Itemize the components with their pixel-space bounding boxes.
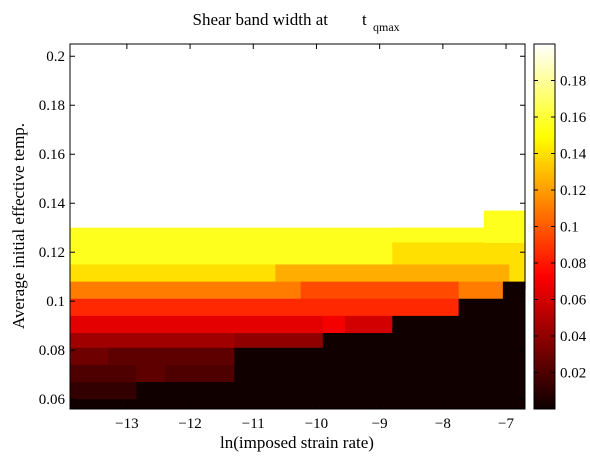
heatmap-cell	[344, 315, 393, 334]
chart-title-symbol: t	[362, 10, 367, 29]
colorbar-tick-label: 0.14	[560, 147, 587, 163]
colorbar-tick-label: 0.02	[560, 366, 586, 382]
plot-area: −13 −12 −11 −10 −9 −8 −7 0.060.080.10.120.140.…	[39, 43, 526, 432]
colorbar-tick-label: 0.12	[560, 183, 586, 199]
heatmap-cell	[70, 382, 137, 400]
heatmap-cell	[300, 281, 460, 300]
colorbar: 0.02 0.04 0.06 0.08 0.1 0.12 0.14 0.16 0.18	[533, 43, 587, 410]
chart-title: Shear band width at	[193, 10, 329, 29]
y-tick-label: 0.1	[46, 294, 65, 310]
x-axis-label: ln(imposed strain rate)	[220, 433, 374, 452]
heatmap-cell	[70, 249, 393, 266]
heatmap-cell	[392, 242, 526, 266]
heatmap-cell	[70, 264, 276, 283]
heatmap-cell	[70, 333, 235, 349]
colorbar-tick-label: 0.16	[560, 110, 587, 126]
x-tick-label: −7	[498, 416, 514, 432]
x-tick-label: −8	[435, 416, 451, 432]
colorbar-ticks: 0.02 0.04 0.06 0.08 0.1 0.12 0.14 0.16 0.18	[534, 74, 587, 382]
colorbar-tick-label: 0.08	[560, 256, 586, 272]
y-tick-label: 0.08	[39, 343, 65, 359]
heatmap-cell	[234, 333, 324, 349]
heatmap-cell	[70, 227, 485, 251]
heatmap-cell	[164, 364, 235, 383]
heatmap-cell	[70, 315, 324, 334]
heatmap-cell	[70, 364, 137, 383]
heatmap-cell	[70, 298, 460, 317]
y-tick-label: 0.2	[46, 49, 65, 65]
heatmap-cell	[502, 281, 526, 290]
x-tick-label: −9	[372, 416, 388, 432]
y-tick-label: 0.18	[39, 98, 65, 114]
colorbar-tick-label: 0.06	[560, 293, 587, 309]
heatmap-cell	[458, 281, 504, 300]
heatmap-cell	[70, 281, 302, 300]
plot-frame	[69, 43, 526, 410]
y-tick-label: 0.14	[39, 196, 66, 212]
x-tick-label: −11	[242, 416, 265, 432]
y-tick-label: 0.16	[39, 147, 66, 163]
heatmap-low-region	[70, 288, 525, 409]
heatmap-cell	[70, 347, 109, 366]
x-tick-label: −13	[115, 416, 138, 432]
heatmap-cell	[483, 210, 526, 229]
heatmap-cell	[275, 264, 510, 283]
y-tick-label: 0.06	[39, 392, 66, 408]
y-axis-label: Average initial effective temp.	[9, 123, 28, 329]
colorbar-tick-label: 0.1	[560, 220, 579, 236]
chart-title-subscript: qmax	[373, 20, 400, 34]
heatmap-cells	[70, 210, 526, 409]
y-axis-ticks: 0.06 0.08 0.1 0.12 0.14 0.16 0.18 0.2	[39, 49, 525, 408]
heatmap-cell	[136, 364, 166, 383]
colorbar-tick-label: 0.18	[560, 74, 586, 90]
colorbar-tick-label: 0.04	[560, 329, 587, 345]
x-tick-label: −12	[178, 416, 201, 432]
heatmap-cell	[509, 264, 526, 283]
heatmap-cell	[483, 227, 526, 244]
heatmap-cell	[107, 347, 235, 366]
x-tick-label: −10	[305, 416, 328, 432]
heatmap-cell	[322, 315, 346, 334]
x-axis-ticks: −13 −12 −11 −10 −9 −8 −7	[115, 44, 515, 432]
y-tick-label: 0.12	[39, 245, 65, 261]
